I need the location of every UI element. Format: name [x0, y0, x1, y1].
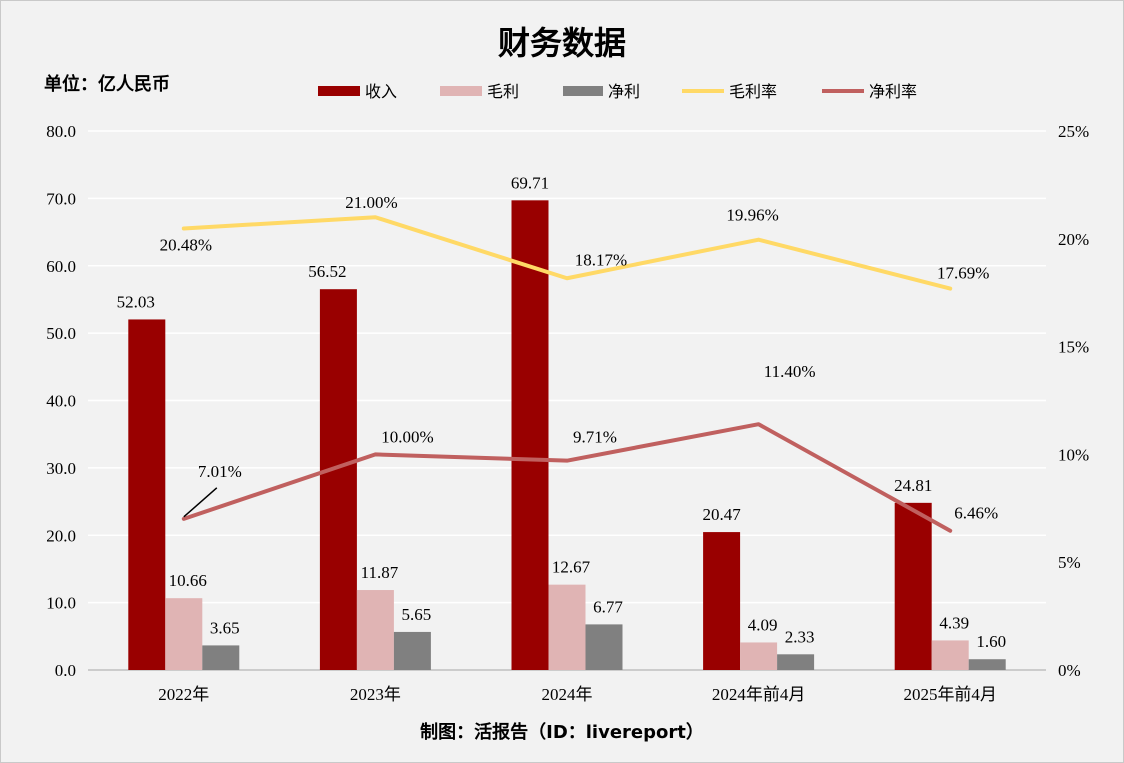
y-left-tick-label: 50.0: [46, 324, 76, 343]
chart-title: 财务数据: [497, 24, 626, 62]
leader-line: [183, 487, 218, 518]
bar-净利: [393, 631, 431, 670]
bar-value-label: 20.47: [702, 505, 741, 524]
bar-value-label: 4.09: [748, 615, 778, 634]
y-left-tick-label: 60.0: [46, 257, 76, 276]
line-value-label: 17.69%: [937, 264, 989, 283]
bar-value-label: 12.67: [552, 558, 591, 577]
bar-收入: [894, 502, 932, 670]
bar-value-label: 24.81: [894, 476, 932, 495]
y-left-tick-label: 10.0: [46, 594, 76, 613]
x-tick-label: 2025年前4月: [903, 685, 997, 704]
y-left-tick-label: 80.0: [46, 122, 76, 141]
bar-value-label: 56.52: [308, 262, 346, 281]
x-tick-label: 2024年前4月: [712, 685, 806, 704]
legend-label-毛利率: 毛利率: [729, 82, 777, 101]
unit-label: 单位：亿人民币: [44, 74, 170, 95]
bar-value-label: 3.65: [210, 618, 240, 637]
line-value-label: 6.46%: [954, 504, 998, 523]
line-value-label: 20.48%: [160, 235, 212, 254]
y-left-tick-label: 40.0: [46, 392, 76, 411]
line-毛利率: [181, 215, 953, 291]
y-left-tick-label: 30.0: [46, 459, 76, 478]
legend-label-收入: 收入: [365, 82, 397, 101]
bar-value-label: 5.65: [402, 605, 432, 624]
bar-value-label: 52.03: [117, 292, 155, 311]
bar-value-label: 1.60: [976, 632, 1006, 651]
y-right-tick-label: 20%: [1058, 230, 1089, 249]
legend-swatch-净利: [563, 86, 603, 96]
legend-swatch-收入: [318, 86, 360, 96]
y-right-tick-label: 0%: [1058, 661, 1081, 680]
y-right-tick-label: 10%: [1058, 445, 1089, 464]
bar-value-label: 4.39: [939, 613, 969, 632]
y-left-tick-label: 20.0: [46, 526, 76, 545]
bar-收入: [319, 289, 357, 670]
bar-value-label: 11.87: [361, 563, 399, 582]
line-value-label: 9.71%: [573, 428, 617, 447]
y-right-tick-label: 15%: [1058, 338, 1089, 357]
legend-label-毛利: 毛利: [487, 82, 519, 101]
bar-value-label: 6.77: [593, 597, 623, 616]
bar-毛利: [931, 640, 969, 670]
bar-收入: [703, 532, 741, 670]
bar-毛利: [740, 642, 778, 670]
y-left-tick-label: 70.0: [46, 189, 76, 208]
line-value-label: 21.00%: [345, 193, 397, 212]
bar-净利: [777, 654, 815, 670]
y-right-tick-label: 5%: [1058, 553, 1081, 572]
line-value-label: 19.96%: [726, 206, 778, 225]
bar-value-label: 2.33: [785, 627, 815, 646]
line-value-label: 10.00%: [381, 427, 433, 446]
line-净利率: [181, 422, 953, 533]
bar-毛利: [356, 590, 394, 670]
bar-value-label: 10.66: [169, 571, 207, 590]
line-value-label: 11.40%: [764, 362, 816, 381]
bar-value-label: 69.71: [511, 173, 549, 192]
bar-毛利: [165, 598, 203, 670]
bar-收入: [128, 319, 166, 670]
bar-毛利: [548, 584, 586, 670]
line-value-label: 18.17%: [575, 250, 627, 269]
y-left-tick-label: 0.0: [55, 661, 76, 680]
x-tick-label: 2023年: [350, 685, 401, 704]
y-right-tick-label: 25%: [1058, 122, 1089, 141]
x-tick-label: 2022年: [158, 685, 209, 704]
source-credit: 制图：活报告（ID：livereport）: [420, 722, 704, 743]
line-value-label: 7.01%: [198, 462, 242, 481]
legend-label-净利: 净利: [608, 82, 640, 101]
bar-净利: [202, 645, 240, 670]
legend-label-净利率: 净利率: [869, 82, 917, 101]
legend-swatch-毛利: [440, 86, 482, 96]
bar-净利: [968, 659, 1006, 670]
bar-收入: [511, 200, 549, 671]
bar-净利: [585, 624, 623, 670]
x-tick-label: 2024年: [542, 685, 593, 704]
